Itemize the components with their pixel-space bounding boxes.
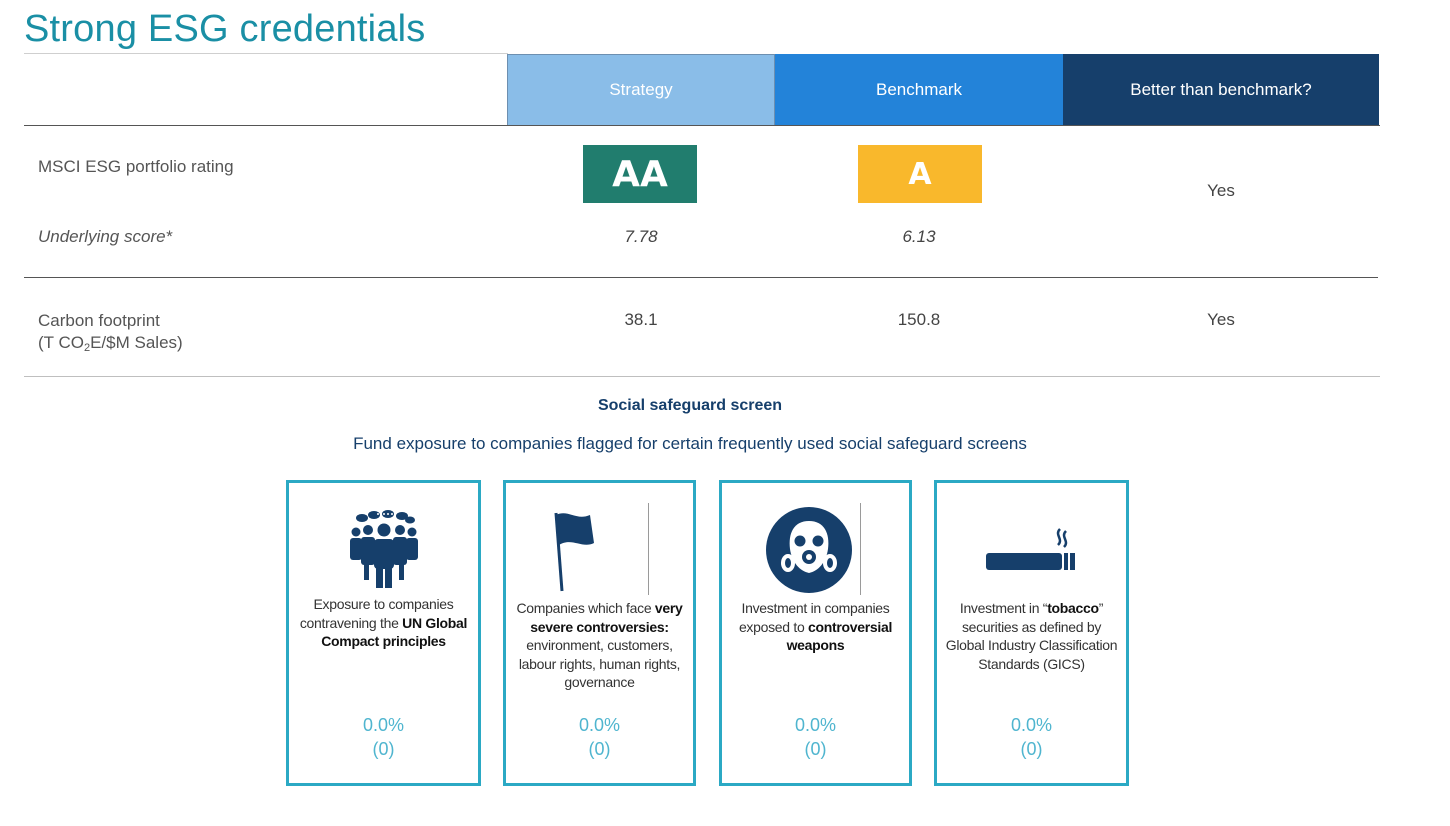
flag-icon: [506, 505, 693, 595]
exposure-percentage: 0.0%: [1010, 715, 1053, 735]
section-title: Social safeguard screen: [597, 397, 783, 414]
page-title: Strong ESG credentials: [24, 8, 426, 50]
benchmark-underlying-score: 6.13: [902, 227, 936, 246]
safeguard-card-un-global-compact: Exposure to companies contravening the U…: [286, 480, 481, 786]
card-description: Exposure to companies contravening the U…: [299, 596, 468, 649]
exposure-percentage: 0.0%: [794, 715, 837, 735]
card-description: Investment in “tobacco” securities as de…: [945, 600, 1118, 672]
msci-rating-label: MSCI ESG portfolio rating: [38, 157, 234, 176]
safeguard-card-tobacco: Investment in “tobacco” securities as de…: [934, 480, 1129, 786]
benchmark-rating-badge: A: [858, 145, 982, 203]
safeguard-card-severe-controversies: Companies which face very severe controv…: [503, 480, 696, 786]
msci-better-value: Yes: [1207, 181, 1235, 200]
strategy-carbon-value: 38.1: [624, 310, 658, 329]
card-description: Companies which face very severe controv…: [516, 600, 683, 690]
title-divider: [24, 53, 508, 54]
carbon-footprint-unit: (T CO2E/$M Sales): [38, 333, 183, 354]
section-subtitle: Fund exposure to companies flagged for c…: [353, 434, 1027, 453]
people-group-icon: [289, 505, 478, 595]
strategy-rating-badge: AA: [583, 145, 697, 203]
header-divider: [24, 125, 1380, 126]
row-divider: [24, 277, 1378, 278]
exposure-percentage: 0.0%: [362, 715, 405, 735]
exposure-count: (0): [1020, 739, 1043, 759]
carbon-better-value: Yes: [1207, 310, 1235, 329]
strategy-underlying-score: 7.78: [624, 227, 658, 246]
exposure-count: (0): [588, 739, 611, 759]
carbon-footprint-label: Carbon footprint (T CO2E/$M Sales): [38, 310, 183, 359]
divider-line: [648, 503, 649, 595]
exposure-count: (0): [372, 739, 395, 759]
card-description: Investment in companies exposed to contr…: [738, 600, 893, 653]
underlying-score-label: Underlying score*: [38, 227, 173, 246]
benchmark-carbon-value: 150.8: [897, 310, 941, 329]
table-bottom-divider: [24, 376, 1380, 377]
column-header-benchmark: Benchmark: [775, 54, 1063, 126]
exposure-percentage: 0.0%: [578, 715, 621, 735]
cigarette-icon: [937, 505, 1126, 595]
divider-line: [860, 503, 861, 595]
carbon-footprint-title: Carbon footprint: [38, 311, 160, 330]
gas-mask-icon: [722, 505, 909, 595]
column-header-strategy: Strategy: [507, 54, 775, 126]
exposure-count: (0): [804, 739, 827, 759]
column-header-better-than-benchmark: Better than benchmark?: [1063, 54, 1379, 126]
safeguard-card-controversial-weapons: Investment in companies exposed to contr…: [719, 480, 912, 786]
